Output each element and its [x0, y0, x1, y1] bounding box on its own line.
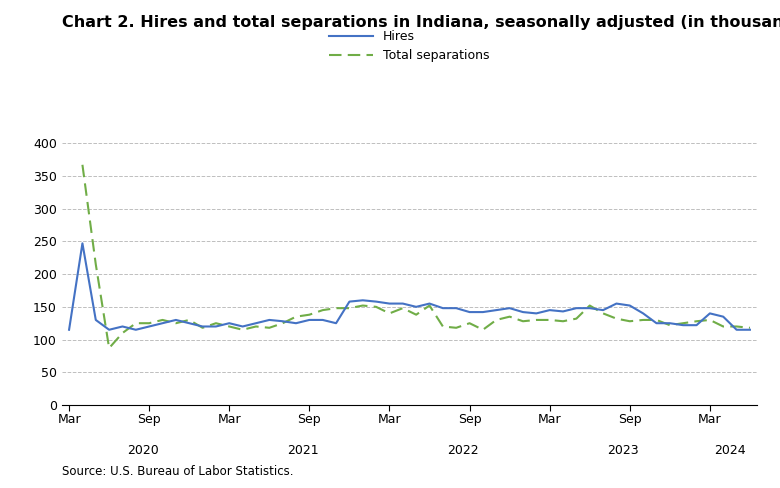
- Total separations: [105, 345, 114, 351]
- Line: Hires: Hires: [69, 244, 750, 330]
- Total separations: [745, 325, 754, 331]
- Hires: [131, 327, 140, 333]
- Hires: [398, 301, 407, 306]
- Hires: [705, 310, 714, 316]
- Hires: [318, 317, 328, 323]
- Legend: Hires, Total separations: Hires, Total separations: [329, 30, 490, 62]
- Text: Chart 2. Hires and total separations in Indiana, seasonally adjusted (in thousan: Chart 2. Hires and total separations in …: [62, 15, 780, 30]
- Text: 2021: 2021: [287, 444, 318, 457]
- Total separations: [305, 312, 314, 318]
- Total separations: [572, 316, 581, 322]
- Text: 2023: 2023: [608, 444, 639, 457]
- Text: 2024: 2024: [714, 444, 746, 457]
- Total separations: [732, 324, 741, 329]
- Text: Source: U.S. Bureau of Labor Statistics.: Source: U.S. Bureau of Labor Statistics.: [62, 465, 294, 478]
- Hires: [78, 241, 87, 246]
- Total separations: [238, 327, 247, 333]
- Line: Total separations: Total separations: [83, 165, 750, 348]
- Text: 2020: 2020: [126, 444, 158, 457]
- Total separations: [292, 314, 301, 320]
- Hires: [745, 327, 754, 333]
- Text: 2022: 2022: [447, 444, 479, 457]
- Hires: [65, 327, 74, 333]
- Hires: [518, 309, 527, 315]
- Total separations: [532, 317, 541, 323]
- Hires: [491, 307, 501, 313]
- Total separations: [78, 162, 87, 168]
